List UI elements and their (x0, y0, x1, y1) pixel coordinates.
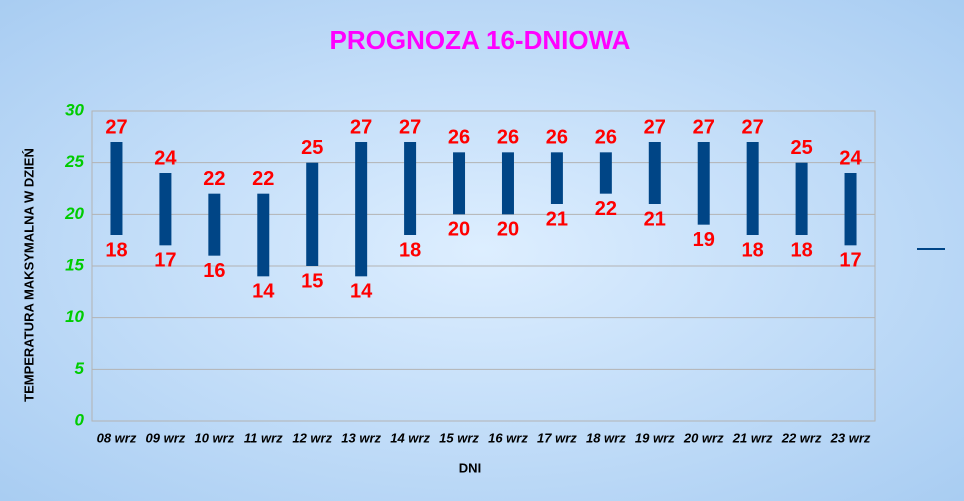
high-label: 27 (105, 116, 127, 138)
x-tick-label: 08 wrz (97, 430, 137, 445)
high-label: 27 (644, 116, 666, 138)
high-label: 24 (154, 147, 177, 169)
y-tick-label: 15 (65, 255, 84, 274)
x-tick-label: 15 wrz (439, 430, 479, 445)
x-tick-label: 11 wrz (244, 430, 283, 445)
high-label: 27 (350, 116, 372, 138)
y-tick-label: 10 (65, 307, 84, 326)
y-tick-label: 20 (64, 204, 84, 223)
high-label: 27 (399, 116, 421, 138)
high-label: 26 (595, 127, 617, 149)
high-label: 24 (839, 147, 862, 169)
low-label: 18 (399, 239, 421, 261)
range-bar (159, 173, 172, 246)
x-tick-label: 12 wrz (292, 430, 332, 445)
range-bar (453, 152, 466, 215)
high-label: 26 (546, 127, 568, 149)
x-tick-label: 10 wrz (194, 430, 234, 445)
x-tick-label: 17 wrz (537, 430, 577, 445)
low-label: 19 (693, 229, 715, 251)
x-axis-title: DNI (459, 460, 481, 475)
low-label: 14 (252, 281, 275, 303)
y-tick-label: 5 (75, 359, 85, 378)
low-label: 14 (350, 281, 373, 303)
high-label: 26 (497, 127, 519, 149)
y-tick-label: 0 (75, 410, 85, 429)
x-tick-label: 19 wrz (635, 430, 675, 445)
range-bar (599, 152, 612, 194)
high-label: 27 (693, 116, 715, 138)
low-label: 18 (742, 239, 764, 261)
high-label: 25 (301, 137, 323, 159)
x-tick-label: 16 wrz (488, 430, 528, 445)
range-bar (208, 193, 221, 256)
low-label: 18 (105, 239, 127, 261)
y-axis-title: TEMPERATURA MAKSYMALNA W DZIEŃ (21, 148, 36, 402)
x-tick-label: 18 wrz (586, 430, 626, 445)
x-tick-label: 23 wrz (830, 430, 871, 445)
high-label: 27 (742, 116, 764, 138)
low-label: 21 (644, 208, 666, 230)
high-label: 25 (790, 137, 812, 159)
range-bar (110, 142, 123, 235)
low-label: 16 (203, 260, 225, 282)
range-bar (697, 142, 710, 225)
range-bar (257, 193, 270, 277)
range-bar (501, 152, 514, 215)
low-label: 21 (546, 208, 568, 230)
y-tick-label: 25 (64, 152, 84, 171)
low-label: 15 (301, 270, 323, 292)
high-label: 22 (252, 168, 274, 190)
x-tick-label: 13 wrz (341, 430, 381, 445)
x-tick-label: 22 wrz (781, 430, 822, 445)
range-bar (795, 162, 808, 235)
low-label: 22 (595, 198, 617, 220)
x-tick-label: 14 wrz (390, 430, 430, 445)
high-label: 22 (203, 168, 225, 190)
low-label: 17 (154, 250, 176, 272)
range-bar (404, 142, 417, 235)
chart-title: PROGNOZA 16-DNIOWA (330, 25, 631, 55)
x-tick-label: 21 wrz (732, 430, 773, 445)
low-label: 17 (839, 250, 861, 272)
x-tick-label: 20 wrz (683, 430, 724, 445)
range-bar (746, 142, 759, 235)
range-bar (355, 142, 368, 277)
x-tick-label: 09 wrz (146, 430, 186, 445)
low-label: 18 (790, 239, 812, 261)
range-bar (648, 142, 661, 204)
y-tick-label: 30 (65, 100, 84, 119)
range-bar (844, 173, 857, 246)
low-label: 20 (448, 219, 470, 241)
low-label: 20 (497, 219, 519, 241)
range-bar (550, 152, 563, 204)
range-bar (306, 162, 319, 266)
high-label: 26 (448, 127, 470, 149)
